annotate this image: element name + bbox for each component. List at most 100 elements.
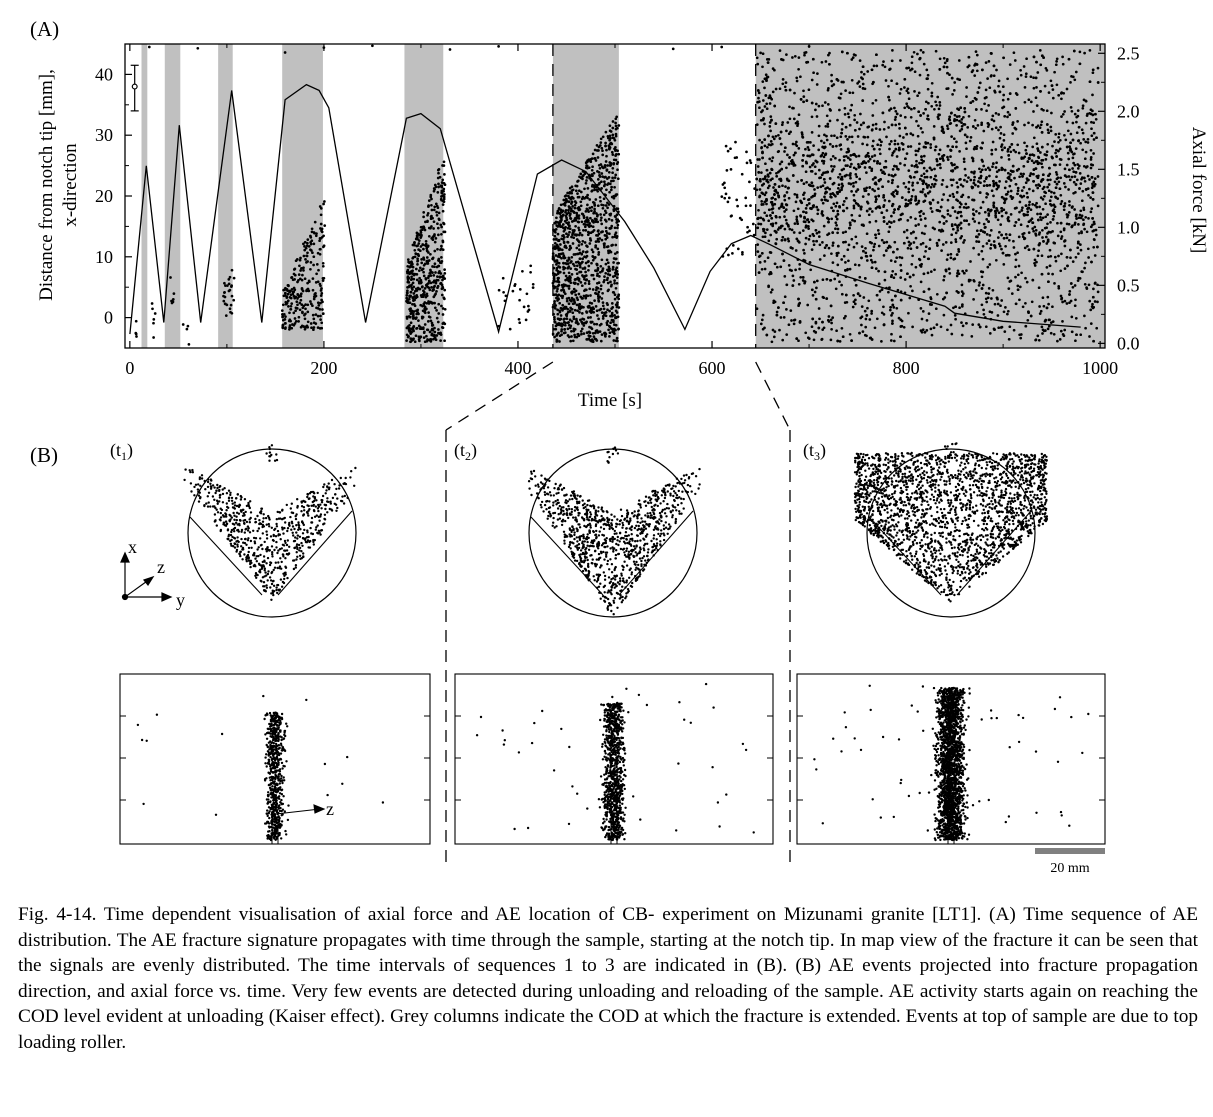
ae-event (925, 175, 929, 179)
ae-event (600, 222, 604, 226)
ae-event (222, 299, 226, 303)
ae-event (1049, 178, 1052, 182)
ae-event (592, 211, 595, 215)
ae-event (771, 90, 775, 94)
ae-event (573, 335, 577, 339)
ae-event (597, 290, 601, 294)
ae-event (973, 74, 977, 77)
ae-event (1077, 164, 1081, 168)
ae-event (938, 148, 942, 152)
ae-event (609, 188, 613, 192)
ae-event (992, 240, 996, 243)
ae-event (593, 148, 597, 152)
ae-event (579, 295, 583, 299)
ae-event (609, 280, 612, 284)
ae-event (816, 212, 820, 216)
ae-event (785, 222, 789, 225)
ae-event (304, 303, 307, 306)
ae-event (411, 302, 414, 306)
ae-event (420, 258, 423, 261)
ae-event (571, 242, 575, 245)
ae-event (288, 311, 291, 315)
ae-event (889, 140, 893, 143)
ae-event (916, 181, 919, 185)
ae-event (1025, 191, 1029, 195)
ae-event (885, 222, 889, 226)
ae-event (995, 161, 998, 165)
ae-event (556, 272, 560, 275)
ae-event (587, 337, 591, 341)
ae-event (955, 216, 959, 220)
ae-event (946, 155, 949, 159)
ae-event (1059, 193, 1063, 197)
ae-event (611, 136, 615, 140)
ae-event (561, 288, 565, 291)
ae-event (729, 168, 733, 171)
ae-event (556, 284, 560, 288)
ae-event (608, 182, 612, 186)
ae-event (803, 252, 806, 255)
ae-event (518, 321, 522, 325)
ae-event (854, 298, 857, 302)
ae-event (874, 127, 878, 130)
ae-event (797, 297, 800, 301)
ae-event (322, 276, 326, 280)
ae-event (839, 143, 843, 147)
ae-event (1004, 193, 1008, 196)
ae-event (831, 316, 835, 319)
ae-event (761, 313, 765, 317)
ae-event (848, 91, 852, 95)
ae-event (949, 178, 953, 182)
ae-event (529, 270, 532, 274)
ae-event (607, 170, 611, 174)
ae-event (1080, 199, 1084, 203)
ae-event (584, 274, 588, 277)
ae-event (781, 121, 785, 124)
ae-event (934, 49, 938, 53)
ae-event (778, 162, 782, 166)
ae-event (857, 162, 860, 166)
ae-event (814, 172, 817, 176)
ae-event (419, 294, 423, 297)
ae-event (314, 313, 318, 316)
ae-event (766, 173, 770, 177)
ae-event (562, 290, 566, 294)
ae-event (575, 246, 579, 250)
ae-event (603, 164, 607, 167)
ae-event (1037, 286, 1041, 290)
ae-event (798, 301, 802, 305)
ae-event (806, 303, 810, 307)
ae-event (568, 186, 572, 190)
ae-event (1009, 213, 1013, 216)
ae-event (1056, 339, 1059, 343)
ae-event (577, 226, 580, 230)
ae-event (840, 292, 844, 296)
ae-event (614, 132, 618, 136)
ae-event (780, 123, 784, 127)
ae-event (979, 181, 982, 185)
ae-event (782, 301, 785, 305)
ae-event (937, 152, 941, 156)
ae-event (1067, 211, 1071, 214)
ae-event (1035, 86, 1038, 89)
ae-event (405, 291, 409, 295)
ae-event (942, 278, 946, 282)
ae-event (787, 239, 791, 243)
ae-event (615, 303, 619, 307)
ae-event (583, 197, 586, 200)
ae-event (942, 216, 946, 219)
ae-event (290, 276, 294, 279)
ae-event (926, 257, 930, 261)
ae-event (984, 168, 988, 171)
ae-event (928, 247, 932, 250)
ae-event (971, 323, 975, 326)
ae-event (611, 133, 615, 137)
ae-event (894, 115, 898, 119)
ae-event (1018, 298, 1021, 302)
ae-event (906, 91, 910, 95)
ae-event (814, 320, 818, 324)
ae-event (554, 254, 558, 257)
ae-event (556, 209, 560, 213)
ae-event (409, 309, 412, 313)
ae-event (1004, 244, 1007, 248)
